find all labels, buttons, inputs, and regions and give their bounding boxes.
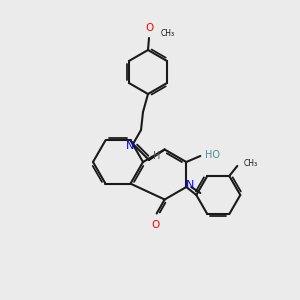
Text: N: N [126, 141, 134, 151]
Text: O: O [152, 220, 160, 230]
Text: CH₃: CH₃ [161, 29, 175, 38]
Text: O: O [146, 23, 154, 33]
Text: H: H [153, 151, 161, 161]
Text: HO: HO [205, 150, 220, 160]
Text: N: N [186, 180, 194, 190]
Text: CH₃: CH₃ [243, 159, 257, 168]
